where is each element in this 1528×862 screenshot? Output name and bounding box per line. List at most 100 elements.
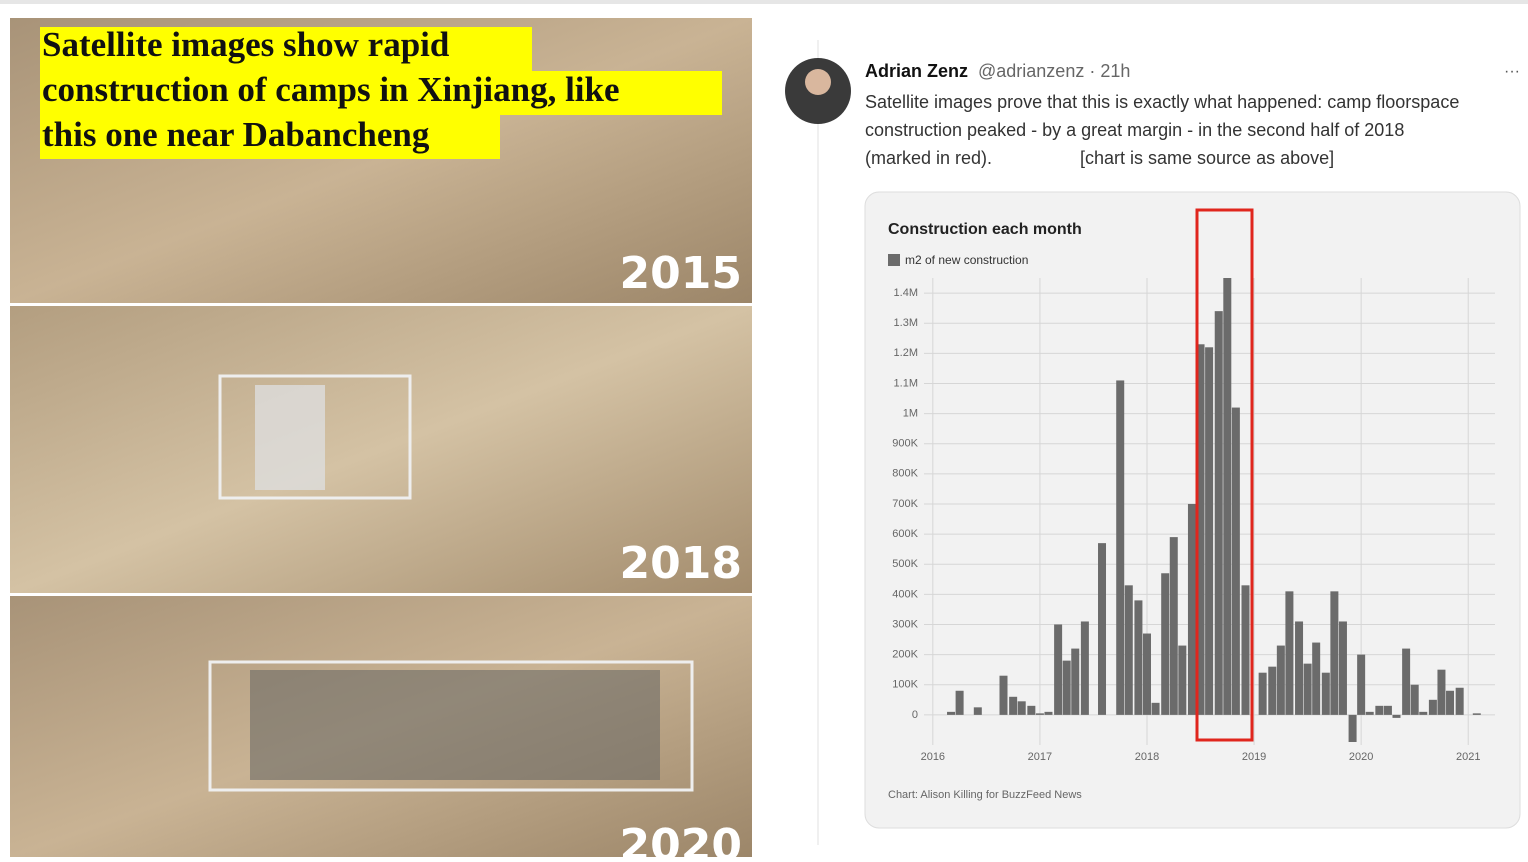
top-bar bbox=[0, 0, 1528, 4]
bar bbox=[1472, 713, 1481, 715]
bar bbox=[1196, 344, 1205, 715]
bar bbox=[1124, 585, 1133, 715]
bar bbox=[1258, 672, 1267, 715]
bar bbox=[1402, 648, 1411, 715]
legend-swatch bbox=[888, 254, 900, 266]
chart-title: Construction each month bbox=[888, 221, 1082, 238]
satellite-2018 bbox=[10, 306, 752, 593]
bar bbox=[1062, 660, 1071, 715]
bar bbox=[1375, 705, 1384, 715]
highlight-box bbox=[1195, 208, 1254, 742]
bar bbox=[1035, 713, 1044, 715]
bar bbox=[947, 711, 956, 715]
bar bbox=[1187, 503, 1196, 715]
more-menu[interactable]: ··· bbox=[1504, 63, 1520, 80]
year-label: 2015 bbox=[620, 248, 742, 299]
y-tick-label: 0 bbox=[912, 709, 918, 721]
bar bbox=[1116, 380, 1125, 715]
highlight bbox=[40, 27, 532, 71]
tweet-text: [chart is same source as above] bbox=[1080, 148, 1334, 168]
bar bbox=[1383, 705, 1392, 715]
bar bbox=[1295, 621, 1304, 715]
y-tick-label: 100K bbox=[892, 679, 918, 691]
bar bbox=[1134, 600, 1143, 715]
bar bbox=[955, 690, 964, 715]
y-tick-label: 1.1M bbox=[894, 377, 918, 389]
compound bbox=[208, 660, 694, 792]
year-label: 2018 bbox=[620, 538, 742, 589]
bar bbox=[999, 675, 1008, 715]
bar bbox=[1410, 684, 1419, 715]
y-tick-label: 1.3M bbox=[894, 317, 918, 329]
avatar-face bbox=[805, 69, 831, 95]
bar bbox=[1365, 711, 1374, 715]
bar bbox=[1303, 663, 1312, 715]
bar bbox=[1231, 407, 1240, 715]
heading: Satellite images show rapid bbox=[42, 25, 450, 64]
y-tick-label: 500K bbox=[892, 558, 918, 570]
bar bbox=[1169, 537, 1178, 715]
bar bbox=[1205, 347, 1214, 715]
x-tick-label: 2017 bbox=[1028, 751, 1052, 763]
handle[interactable]: @adrianzenz · 21h bbox=[978, 61, 1130, 81]
buildings bbox=[250, 670, 660, 780]
bar bbox=[1027, 705, 1036, 715]
bar bbox=[1071, 648, 1080, 715]
tweet-text: (marked in red). bbox=[865, 148, 992, 168]
bar bbox=[1446, 690, 1455, 715]
bar bbox=[1419, 711, 1428, 715]
bar bbox=[1044, 711, 1053, 715]
bar bbox=[1285, 591, 1294, 715]
bar bbox=[973, 707, 982, 715]
y-tick-label: 1.2M bbox=[894, 347, 918, 359]
bar bbox=[1392, 714, 1401, 718]
bar bbox=[1348, 714, 1357, 742]
bar bbox=[1312, 642, 1321, 715]
legend-label: m2 of new construction bbox=[905, 253, 1028, 267]
bar bbox=[1017, 701, 1026, 715]
buildings bbox=[255, 385, 325, 490]
bar bbox=[1268, 666, 1277, 715]
bar bbox=[1330, 591, 1339, 715]
y-tick-label: 200K bbox=[892, 649, 918, 661]
bar bbox=[1321, 672, 1330, 715]
highlight bbox=[40, 115, 500, 159]
y-tick-label: 700K bbox=[892, 498, 918, 510]
highlight bbox=[40, 71, 722, 115]
bar bbox=[1338, 621, 1347, 715]
bar bbox=[1437, 669, 1446, 715]
y-tick-label: 1M bbox=[903, 407, 918, 419]
bar bbox=[1151, 702, 1160, 715]
x-tick-label: 2018 bbox=[1135, 751, 1159, 763]
bar bbox=[1054, 624, 1063, 715]
heading: construction of camps in Xinjiang, like bbox=[42, 70, 620, 109]
bar bbox=[1178, 645, 1187, 715]
y-tick-label: 300K bbox=[892, 618, 918, 630]
y-tick-label: 800K bbox=[892, 468, 918, 480]
y-tick-label: 900K bbox=[892, 438, 918, 450]
bar bbox=[1428, 699, 1437, 715]
bar bbox=[1276, 645, 1285, 715]
bar bbox=[1357, 654, 1366, 715]
x-tick-label: 2020 bbox=[1349, 751, 1373, 763]
chart-source: Chart: Alison Killing for BuzzFeed News bbox=[888, 789, 1082, 801]
y-tick-label: 400K bbox=[892, 588, 918, 600]
tweet-text: Satellite images prove that this is exac… bbox=[865, 92, 1459, 112]
year-label: 2020 bbox=[620, 820, 742, 857]
author[interactable]: Adrian Zenz bbox=[865, 61, 968, 81]
x-tick-label: 2021 bbox=[1456, 751, 1480, 763]
bar bbox=[1455, 687, 1464, 715]
x-tick-label: 2016 bbox=[921, 751, 945, 763]
bar bbox=[1080, 621, 1089, 715]
tweet-text: construction peaked - by a great margin … bbox=[865, 120, 1404, 140]
bar bbox=[1098, 543, 1107, 715]
y-tick-label: 1.4M bbox=[894, 287, 918, 299]
bar bbox=[1009, 696, 1018, 715]
y-tick-label: 600K bbox=[892, 528, 918, 540]
bar bbox=[1142, 633, 1151, 715]
bar bbox=[1223, 278, 1232, 715]
heading: this one near Dabancheng bbox=[42, 115, 430, 154]
bar bbox=[1214, 311, 1223, 715]
bar bbox=[1241, 585, 1250, 715]
